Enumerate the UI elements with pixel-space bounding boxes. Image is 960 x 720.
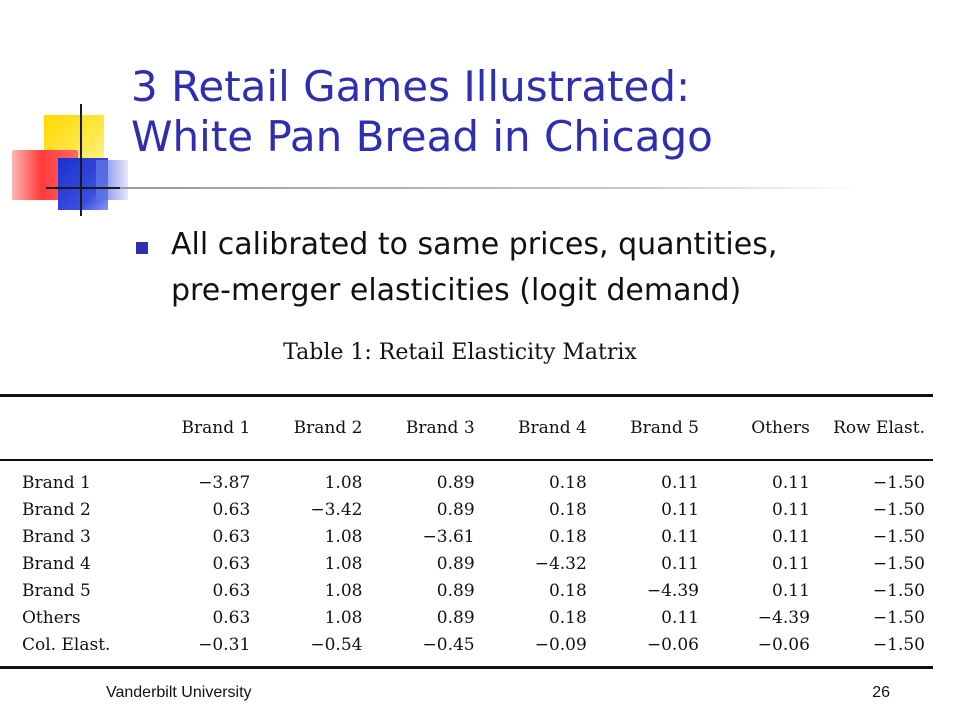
table-cell: 0.63 xyxy=(212,607,251,628)
table-cell: 0.11 xyxy=(772,580,810,601)
bullet-line-1: All calibrated to same prices, quantitie… xyxy=(171,227,778,262)
row-label: Brand 3 xyxy=(22,526,91,547)
table-header-cell: Brand 5 xyxy=(630,418,699,438)
table-cell: −0.31 xyxy=(198,634,251,655)
table-cell: −0.06 xyxy=(757,634,810,655)
table-header-cell: Brand 2 xyxy=(293,418,363,438)
table-cell: 0.18 xyxy=(548,580,587,601)
table-cell: 0.11 xyxy=(661,472,699,493)
table-cell: −1.50 xyxy=(872,607,925,628)
table-cell: 0.89 xyxy=(436,499,475,520)
page-number: 26 xyxy=(872,684,890,701)
table-cell: 0.18 xyxy=(548,472,587,493)
bullet-line-2: pre-merger elasticities (logit demand) xyxy=(171,273,742,308)
table-cell: −1.50 xyxy=(872,526,925,547)
row-label: Col. Elast. xyxy=(22,634,111,655)
logo-horizontal-line xyxy=(46,187,124,189)
table-row: Brand 2 0.63 −3.42 0.89 0.18 0.11 0.11 −… xyxy=(0,496,933,523)
table-row: Brand 5 0.63 1.08 0.89 0.18 −4.39 0.11 −… xyxy=(0,577,933,604)
table-cell: −4.32 xyxy=(534,553,587,574)
table-row: Brand 4 0.63 1.08 0.89 −4.32 0.11 0.11 −… xyxy=(0,550,933,577)
table-cell: −3.42 xyxy=(310,499,363,520)
row-label: Others xyxy=(22,607,81,628)
footer-institution: Vanderbilt University xyxy=(106,684,252,701)
table-cell: −1.50 xyxy=(872,472,925,493)
title-divider xyxy=(120,187,860,189)
table-header-cell: Brand 1 xyxy=(181,418,251,438)
row-label: Brand 1 xyxy=(22,472,91,493)
table-cell: 0.18 xyxy=(548,607,587,628)
table-header-cell: Others xyxy=(751,418,810,438)
table-cell: −1.50 xyxy=(872,499,925,520)
table-cell: −0.09 xyxy=(534,634,587,655)
table-cell: 0.63 xyxy=(212,553,251,574)
table-cell: −4.39 xyxy=(757,607,810,628)
table-row: Brand 1 −3.87 1.08 0.89 0.18 0.11 0.11 −… xyxy=(0,460,933,496)
elasticity-table: Brand 1 Brand 2 Brand 3 Brand 4 Brand 5 … xyxy=(0,394,933,669)
table-cell: 0.63 xyxy=(212,580,251,601)
table-cell: −3.61 xyxy=(422,526,475,547)
table-cell: 0.18 xyxy=(548,499,587,520)
table-cell: −0.06 xyxy=(646,634,699,655)
table-cell: 0.18 xyxy=(548,526,587,547)
table-cell: −4.39 xyxy=(646,580,699,601)
table-cell: 1.08 xyxy=(324,607,363,628)
table-cell: −3.87 xyxy=(198,472,251,493)
table-header-cell: Brand 3 xyxy=(405,418,475,438)
table-cell: 0.11 xyxy=(772,553,810,574)
table-cell: 0.63 xyxy=(212,499,251,520)
title-line-1: 3 Retail Games Illustrated: xyxy=(131,62,691,111)
table-header-cell: Brand 4 xyxy=(518,418,587,438)
logo-blue-glow-icon xyxy=(96,160,128,200)
slide-title: 3 Retail Games Illustrated: White Pan Br… xyxy=(131,62,931,162)
table-cell: 0.11 xyxy=(772,526,810,547)
table-caption-text: Table 1: Retail Elasticity Matrix xyxy=(283,340,637,365)
table-cell: −0.45 xyxy=(422,634,475,655)
table-cell: 0.11 xyxy=(661,607,699,628)
table-cell: 0.89 xyxy=(436,553,475,574)
logo-vertical-line xyxy=(80,104,82,216)
table-cell: 0.11 xyxy=(661,526,699,547)
row-label: Brand 4 xyxy=(22,553,91,574)
row-label: Brand 5 xyxy=(22,580,91,601)
table-cell: −1.50 xyxy=(872,634,925,655)
table-cell: 0.11 xyxy=(772,499,810,520)
table-cell: −0.54 xyxy=(310,634,363,655)
table-cell: −1.50 xyxy=(872,553,925,574)
title-line-2: White Pan Bread in Chicago xyxy=(131,112,713,161)
bullet-text: All calibrated to same prices, quantitie… xyxy=(171,222,941,314)
table-cell: 1.08 xyxy=(324,526,363,547)
table-cell: 0.11 xyxy=(772,472,810,493)
table-row: Col. Elast. −0.31 −0.54 −0.45 −0.09 −0.0… xyxy=(0,631,933,668)
table-header-cell: Row Elast. xyxy=(833,418,925,438)
table-header-cell xyxy=(0,396,146,461)
table-caption: Table 1: Retail Elasticity Matrix xyxy=(0,340,920,365)
table-cell: 0.63 xyxy=(212,526,251,547)
table-header-row: Brand 1 Brand 2 Brand 3 Brand 4 Brand 5 … xyxy=(0,395,933,461)
table-cell: 0.11 xyxy=(661,553,699,574)
table-cell: 0.11 xyxy=(661,499,699,520)
table-cell: 1.08 xyxy=(324,553,363,574)
table-cell: 0.89 xyxy=(436,607,475,628)
table-cell: 0.89 xyxy=(436,580,475,601)
table-cell: −1.50 xyxy=(872,580,925,601)
table-row: Others 0.63 1.08 0.89 0.18 0.11 −4.39 −1… xyxy=(0,604,933,631)
square-bullet-icon xyxy=(136,242,148,254)
table-cell: 0.89 xyxy=(436,472,475,493)
row-label: Brand 2 xyxy=(22,499,91,520)
table-row: Brand 3 0.63 1.08 −3.61 0.18 0.11 0.11 −… xyxy=(0,523,933,550)
table-cell: 1.08 xyxy=(324,472,363,493)
table-cell: 1.08 xyxy=(324,580,363,601)
